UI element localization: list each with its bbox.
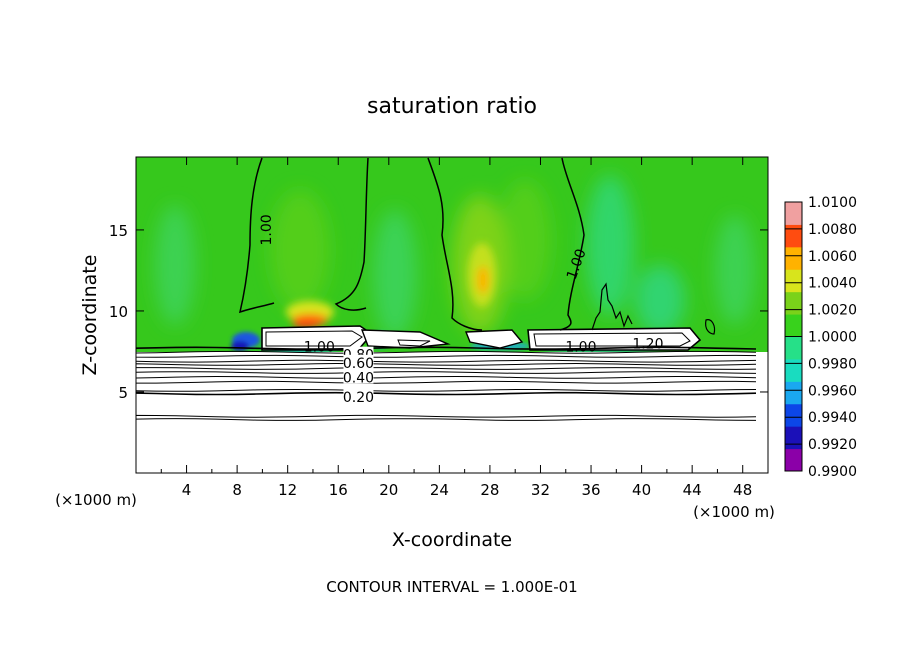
x-unit-left: (×1000 m) <box>55 491 137 509</box>
stratified-isoline <box>136 362 757 366</box>
stratified-isoline <box>136 388 757 392</box>
stratified-isoline <box>136 359 757 363</box>
colorbar-swatch <box>785 426 802 450</box>
contour-line-100 <box>559 157 585 331</box>
colorbar-swatch <box>785 314 802 337</box>
x-tick-label: 12 <box>278 481 297 499</box>
stratified-isoline <box>136 414 757 418</box>
stratified-isoline <box>136 371 757 374</box>
colorbar-label: 1.0020 <box>808 303 857 319</box>
contour-line-100 <box>334 157 369 311</box>
cloud-blob <box>464 329 524 349</box>
stratified-isoline <box>136 380 757 384</box>
contour-label: 0.40 <box>343 370 374 386</box>
contour-line-jagged <box>591 282 633 331</box>
subsaturated-layer <box>136 352 768 473</box>
stratified-isoline <box>136 346 757 350</box>
colorbar-swatch <box>785 291 802 315</box>
colorbar-swatch <box>785 224 802 248</box>
contour-label: 1.20 <box>632 336 663 352</box>
colorbar-label: 1.0000 <box>808 330 857 346</box>
colorbar-label: 0.9920 <box>808 437 857 453</box>
colorbar-label: 1.0100 <box>808 195 857 211</box>
x-tick-label: 24 <box>430 481 449 499</box>
x-tick-label: 8 <box>232 481 242 499</box>
colorbar-label: 0.9980 <box>808 356 857 372</box>
colorbar-label: 1.0060 <box>808 249 857 265</box>
colorbar-label: 1.0040 <box>808 276 857 292</box>
y-tick-label: 5 <box>118 384 128 402</box>
wave-structure <box>155 175 755 340</box>
cloud-blob <box>360 329 451 349</box>
cloud-blob-inner <box>265 330 363 347</box>
contour-line-100 <box>427 157 483 331</box>
colorbar-label: 1.0080 <box>808 222 857 238</box>
colorbar-swatch <box>785 269 802 293</box>
colorbar-label: 0.9900 <box>808 464 857 480</box>
plot-area <box>135 156 769 474</box>
colorbar-swatch <box>785 381 802 405</box>
contour-interval-note: CONTOUR INTERVAL = 1.000E-01 <box>326 578 577 596</box>
contour-label-backdrop <box>343 369 374 384</box>
contour-line-small <box>705 319 716 335</box>
stratified-isolines <box>136 346 757 421</box>
y-axis-ticks: 5 10 15 <box>109 222 768 402</box>
colorbar-swatch <box>785 336 802 360</box>
colorbar-swatch <box>785 246 802 270</box>
contour-label: 0.20 <box>343 390 374 406</box>
x-tick-label: 16 <box>329 481 348 499</box>
x-tick-label: 44 <box>683 481 702 499</box>
x-axis-label: X-coordinate <box>392 529 512 551</box>
cloud-blob-inner <box>397 339 431 347</box>
cloud-blob-inner <box>533 332 691 347</box>
y-tick-label: 15 <box>109 222 128 240</box>
colorbar-swatch <box>785 403 802 427</box>
stratified-isoline <box>136 350 757 354</box>
colorbar-label: 0.9940 <box>808 410 857 426</box>
x-axis-ticks: 4 8 12 16 20 24 28 32 36 40 44 48 <box>160 157 752 499</box>
y-axis-label: Z-coordinate <box>79 255 101 376</box>
stratified-isoline <box>136 367 757 370</box>
colorbar-swatch <box>785 358 802 382</box>
colorbar-label: 0.9960 <box>808 383 857 399</box>
contour-label: 1.00 <box>304 340 335 356</box>
y-tick-label: 10 <box>109 303 128 321</box>
x-tick-label: 36 <box>581 481 600 499</box>
contour-labels: 1.001.001.001.001.200.800.600.400.20 <box>259 214 663 406</box>
x-tick-label: 32 <box>531 481 550 499</box>
stratified-isoline <box>136 375 757 379</box>
contour-label-backdrop <box>343 354 374 369</box>
contour-label: 1.00 <box>259 214 275 245</box>
colorbar-swatch <box>785 448 802 472</box>
colorbar-swatch <box>785 202 802 225</box>
contour-label: 0.60 <box>343 356 374 372</box>
contour-lines <box>238 157 716 335</box>
x-tick-label: 20 <box>379 481 398 499</box>
contour-label-backdrop <box>343 388 374 403</box>
contour-label: 1.00 <box>565 340 596 356</box>
x-tick-label: 40 <box>632 481 651 499</box>
x-tick-label: 4 <box>182 481 192 499</box>
plot-frame <box>135 156 769 474</box>
x-unit-right: (×1000 m) <box>693 503 775 521</box>
stratified-isoline <box>136 354 757 358</box>
colorbar: 1.0100 1.0080 1.0060 1.0040 1.0020 1.0000 0.99… <box>784 195 857 480</box>
chart-title: saturation ratio <box>367 94 537 119</box>
x-tick-label: 48 <box>733 481 752 499</box>
stratified-isoline <box>136 418 757 421</box>
stratified-isoline <box>136 391 757 396</box>
x-tick-label: 28 <box>480 481 499 499</box>
updraft-maximum <box>286 243 496 328</box>
contour-line-100 <box>238 157 275 314</box>
